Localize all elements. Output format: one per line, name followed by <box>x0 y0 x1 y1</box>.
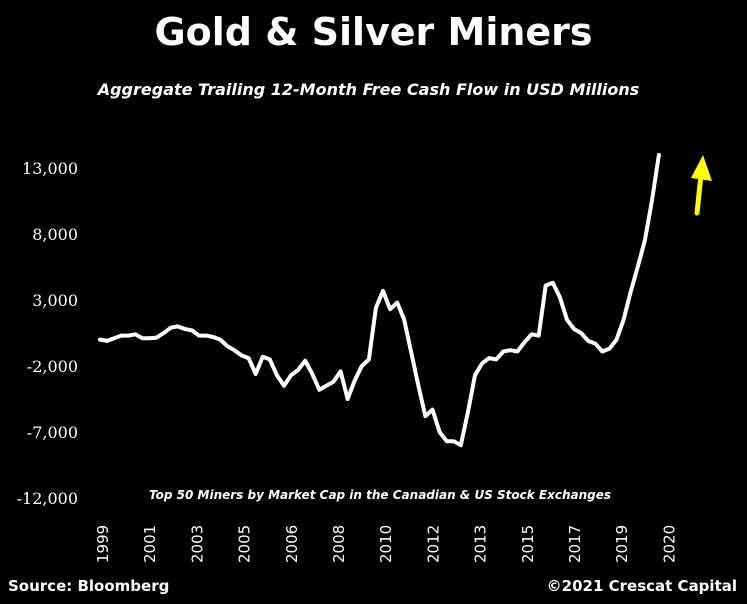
up-arrow-icon <box>691 155 712 216</box>
x-tick-label: 2013 <box>472 525 490 563</box>
x-tick-label: 2012 <box>424 525 442 563</box>
chart-subtitle: Aggregate Trailing 12-Month Free Cash Fl… <box>97 80 640 99</box>
y-tick-label: 13,000 <box>22 159 78 178</box>
y-tick-label: -2,000 <box>27 357 78 376</box>
x-tick-label: 2003 <box>188 525 206 563</box>
series-line <box>98 152 661 448</box>
x-tick-label: 2010 <box>377 525 395 563</box>
y-tick-label: -12,000 <box>17 489 78 508</box>
x-tick-label: 2020 <box>660 525 678 563</box>
copyright-label: ©2021 Crescat Capital <box>546 577 737 595</box>
x-tick-label: 2008 <box>330 525 348 563</box>
y-tick-label: 3,000 <box>32 291 78 310</box>
y-tick-label: -7,000 <box>27 423 78 442</box>
x-tick-label: 2017 <box>566 525 584 563</box>
x-tick-label: 1999 <box>94 525 112 563</box>
x-tick-label: 2005 <box>236 525 254 563</box>
x-tick-label: 2001 <box>141 525 159 563</box>
x-tick-label: 2006 <box>283 525 301 563</box>
x-axis-ticks: 1999 2001 2003 2005 2006 2008 2010 2012 2013 2015… <box>94 525 678 563</box>
chart-title: Gold & Silver Miners <box>154 10 593 54</box>
y-axis-ticks: 13,000 8,000 3,000 -2,000 -7,000 -12,000 <box>17 159 78 508</box>
chart-annotation: Top 50 Miners by Market Cap in the Canad… <box>148 488 612 502</box>
x-tick-label: 2015 <box>519 525 537 563</box>
y-tick-label: 8,000 <box>32 225 78 244</box>
x-tick-label: 2019 <box>613 525 631 563</box>
source-label: Source: Bloomberg <box>8 577 170 595</box>
